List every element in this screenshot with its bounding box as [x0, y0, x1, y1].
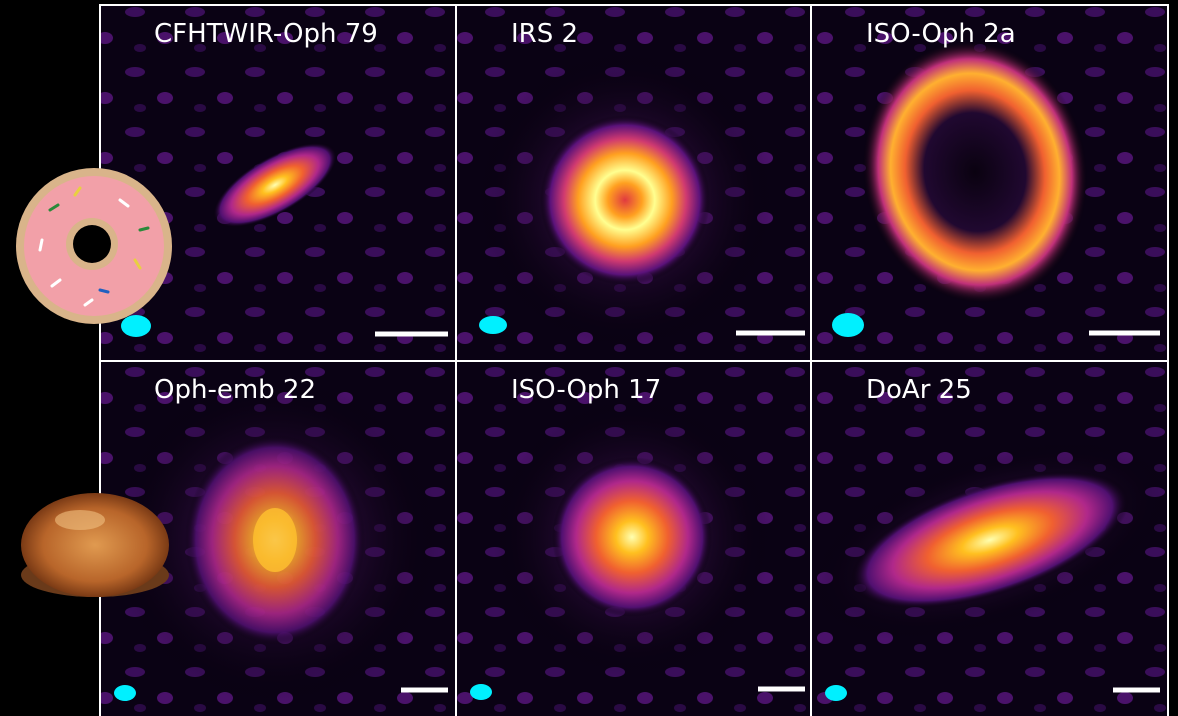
beam [121, 315, 151, 337]
beam [832, 313, 864, 337]
donut-icon [16, 168, 172, 324]
core [253, 508, 297, 572]
panel-label: DoAr 25 [866, 375, 972, 405]
beam [114, 685, 136, 701]
figure: CFHTWIR-Oph 79 IRS 2 ISO-Oph 2a Oph-emb … [0, 0, 1178, 716]
panel-label: Oph-emb 22 [154, 375, 316, 405]
bun-shine [55, 510, 105, 530]
panel-label: ISO-Oph 2a [866, 19, 1016, 49]
bun-top [21, 493, 169, 597]
panel-label: ISO-Oph 17 [511, 375, 661, 405]
disk [552, 457, 712, 617]
beam [470, 684, 492, 700]
bun-icon [21, 493, 169, 597]
disk [540, 115, 710, 285]
donut-hole [73, 225, 111, 263]
beam [479, 316, 507, 334]
beam [825, 685, 847, 701]
panel-label: CFHTWIR-Oph 79 [154, 19, 378, 49]
panel-label: IRS 2 [511, 19, 578, 49]
